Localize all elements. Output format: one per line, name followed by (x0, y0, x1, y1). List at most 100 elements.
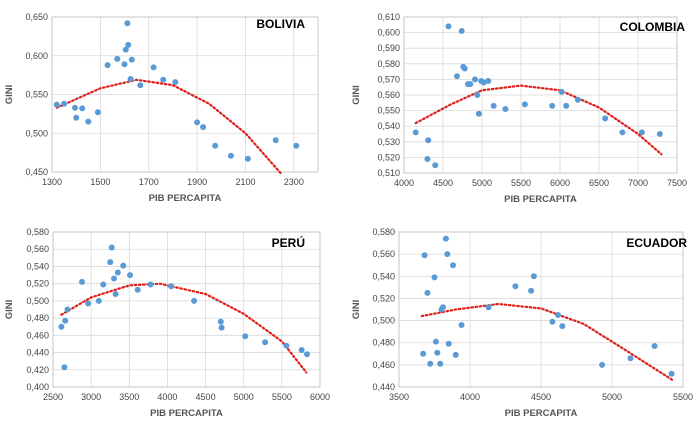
data-point-ecuador-6 (434, 349, 441, 356)
data-point-bolivia-22 (227, 152, 234, 159)
data-point-bolivia-6 (94, 109, 101, 116)
y-tick-label: 0,480 (26, 313, 49, 323)
data-point-bolivia-12 (125, 41, 132, 48)
data-point-bolivia-23 (244, 155, 251, 162)
data-point-bolivia-9 (121, 61, 128, 68)
data-point-bolivia-20 (200, 124, 207, 131)
x-tick-label: 1300 (42, 177, 62, 187)
data-point-colombia-26 (638, 129, 645, 136)
data-point-colombia-18 (502, 106, 509, 112)
chart-peru: 0,400 0,420 0,440 0,460 0,480 0,500 0,520 0,540… (4, 227, 330, 419)
plot-area (398, 231, 684, 388)
data-point-colombia-23 (574, 96, 581, 103)
data-point-colombia-25 (619, 129, 626, 136)
data-point-bolivia-13 (127, 76, 134, 82)
data-point-ecuador-11 (444, 251, 451, 258)
data-point-colombia-1 (424, 156, 431, 162)
y-axis-title: GINI (351, 85, 362, 105)
data-point-bolivia-16 (150, 64, 157, 71)
x-tick-label: 5000 (234, 392, 254, 402)
data-point-colombia-10 (467, 81, 474, 88)
y-tick-label: 0,540 (26, 261, 49, 271)
x-tick-label: 4500 (531, 392, 551, 402)
data-point-peru-10 (111, 275, 117, 282)
data-point-peru-25 (304, 351, 310, 358)
y-tick-label: 0,580 (26, 227, 49, 237)
data-point-colombia-4 (445, 23, 452, 30)
plot-area (403, 16, 678, 174)
data-point-peru-21 (242, 333, 249, 340)
data-point-ecuador-0 (420, 350, 427, 357)
y-tick-label: 0,570 (377, 74, 400, 84)
data-point-colombia-17 (490, 102, 497, 109)
data-point-ecuador-15 (458, 322, 465, 328)
data-point-peru-14 (127, 272, 133, 279)
x-tick-label: 4500 (433, 178, 453, 188)
data-point-peru-9 (108, 244, 115, 251)
y-tick-label: 0,450 (25, 167, 48, 177)
y-tick-label: 0,480 (372, 338, 395, 348)
y-tick-label: 0,560 (26, 244, 49, 254)
x-axis-title: PIB PERCAPITA (505, 408, 578, 419)
data-point-ecuador-7 (437, 360, 444, 367)
x-tick-label: 4000 (157, 392, 177, 402)
x-tick-label: 5000 (472, 178, 492, 188)
x-tick-label: 4000 (460, 392, 480, 402)
x-tick-label: 7500 (667, 178, 687, 188)
trendline-peru (60, 282, 308, 374)
y-tick-label: 0,540 (372, 271, 395, 281)
x-tick-label: 3500 (119, 392, 139, 402)
data-point-colombia-24 (602, 115, 609, 122)
data-point-peru-1 (61, 364, 68, 371)
x-axis-title: PIB PERCAPITA (149, 193, 222, 204)
data-point-ecuador-26 (668, 370, 675, 377)
trendline-bolivia (55, 78, 283, 176)
trendline-ecuador (420, 302, 675, 382)
y-axis-title: GINI (4, 85, 15, 105)
y-tick-label: 0,590 (377, 43, 400, 53)
data-point-bolivia-7 (104, 62, 111, 69)
x-tick-label: 1900 (187, 177, 207, 187)
data-point-peru-15 (134, 286, 141, 293)
data-point-ecuador-25 (651, 343, 658, 349)
data-point-bolivia-24 (272, 137, 279, 144)
data-point-peru-16 (147, 281, 154, 288)
data-point-ecuador-1 (421, 252, 428, 259)
data-point-ecuador-17 (512, 283, 519, 290)
data-point-colombia-6 (458, 28, 465, 34)
y-axis-title: GINI (4, 300, 15, 320)
x-tick-label: 5500 (272, 392, 292, 402)
x-tick-label: 3000 (81, 392, 101, 402)
data-point-ecuador-20 (549, 318, 556, 325)
y-tick-label: 0,420 (26, 365, 49, 375)
data-point-bolivia-5 (85, 118, 92, 125)
y-tick-label: 0,500 (26, 296, 49, 306)
data-point-peru-3 (64, 306, 71, 313)
data-point-colombia-16 (485, 78, 492, 84)
x-tick-label: 2500 (43, 392, 63, 402)
chart-bolivia: 0,450 0,500 0,550 0,600 0,650 1300 1500 1700 190… (4, 12, 319, 204)
y-tick-label: 0,400 (26, 382, 49, 392)
data-point-peru-7 (100, 281, 107, 288)
y-tick-label: 0,600 (377, 28, 400, 38)
x-tick-label: 1500 (90, 177, 110, 187)
x-tick-label: 6500 (589, 178, 609, 188)
y-tick-label: 0,540 (377, 121, 400, 131)
data-point-ecuador-12 (445, 340, 452, 347)
data-point-bolivia-3 (73, 114, 80, 121)
data-point-peru-5 (85, 300, 92, 307)
y-tick-label: 0,560 (372, 249, 395, 259)
data-point-colombia-27 (656, 131, 663, 137)
data-point-peru-23 (283, 342, 290, 349)
data-point-ecuador-4 (431, 274, 438, 281)
y-tick-label: 0,520 (377, 152, 400, 162)
data-point-peru-17 (168, 283, 175, 290)
x-tick-label: 3500 (389, 392, 409, 402)
data-point-ecuador-2 (424, 289, 431, 296)
data-point-bolivia-14 (128, 56, 135, 63)
data-point-ecuador-19 (530, 273, 537, 280)
data-point-peru-0 (58, 323, 65, 330)
data-point-peru-12 (114, 269, 121, 276)
chart-title-colombia: COLOMBIA (620, 20, 686, 34)
